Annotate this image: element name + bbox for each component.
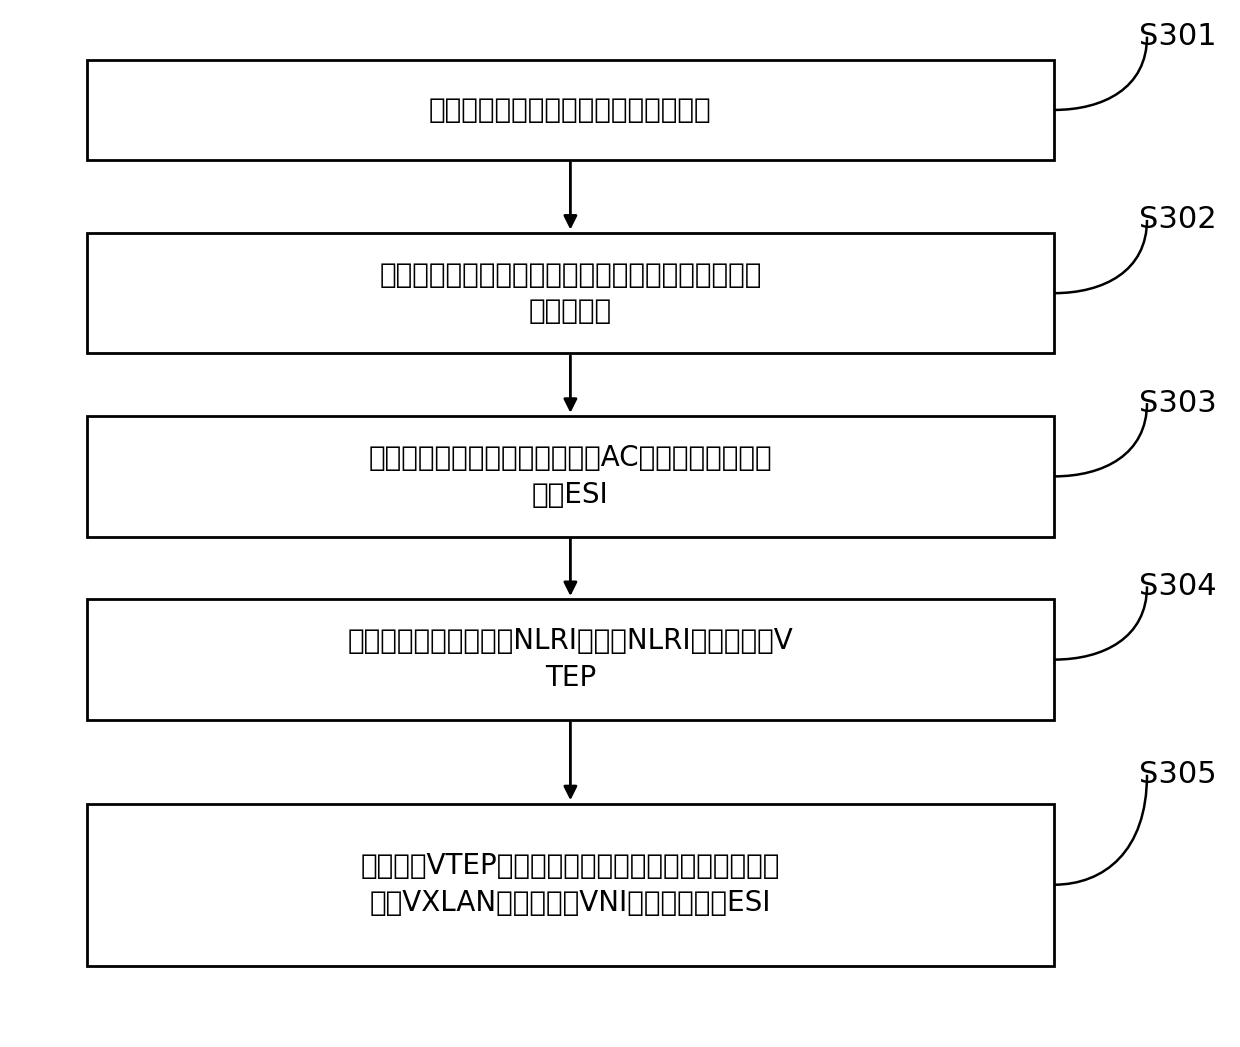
Text: 根据每个用户终端发送的组播加入请求报文，分别建: 根据每个用户终端发送的组播加入请求报文，分别建 <box>379 261 761 289</box>
Text: 识符ESI: 识符ESI <box>532 481 609 509</box>
Bar <box>87 233 1054 354</box>
Bar <box>87 599 1054 720</box>
Text: 接收用户终端发送的组播加入请求报文: 接收用户终端发送的组播加入请求报文 <box>429 96 712 124</box>
Text: 包括VXLAN网络标识符VNI、组播信息及ESI: 包括VXLAN网络标识符VNI、组播信息及ESI <box>370 889 771 917</box>
Text: 立转发表项: 立转发表项 <box>528 297 613 326</box>
Bar <box>87 417 1054 536</box>
Bar <box>87 804 1054 965</box>
Text: 接收远端VTEP发送的转发对应关系，该转发对应关系: 接收远端VTEP发送的转发对应关系，该转发对应关系 <box>361 852 780 881</box>
Text: 生成网络层可达性信息NLRI，将该NLRI同步至远端V: 生成网络层可达性信息NLRI，将该NLRI同步至远端V <box>347 627 794 655</box>
Text: S304: S304 <box>1140 572 1216 601</box>
Text: 确定每个转发表项中的接入电路AC对应的以太网段标: 确定每个转发表项中的接入电路AC对应的以太网段标 <box>368 444 773 472</box>
Bar <box>87 61 1054 160</box>
Text: S303: S303 <box>1140 388 1216 418</box>
Text: TEP: TEP <box>544 664 596 692</box>
Text: S302: S302 <box>1140 205 1216 235</box>
Text: S301: S301 <box>1140 22 1216 51</box>
Text: S305: S305 <box>1140 760 1216 789</box>
